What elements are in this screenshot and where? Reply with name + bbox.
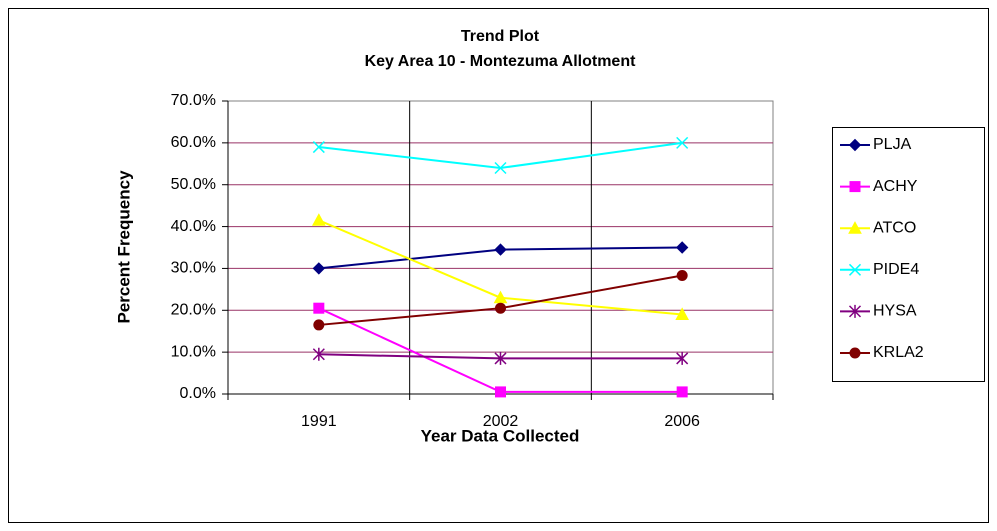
- marker: [494, 243, 507, 256]
- y-tick-label: 20.0%: [171, 302, 216, 319]
- y-tick-label: 30.0%: [171, 260, 216, 277]
- marker: [311, 213, 326, 226]
- marker: [675, 241, 689, 254]
- y-tick-label: 0.0%: [180, 385, 216, 402]
- y-tick-label: 50.0%: [171, 176, 216, 193]
- legend-label: ACHY: [873, 178, 918, 195]
- legend-marker: [848, 263, 862, 276]
- marker: [495, 386, 506, 398]
- x-tick-label: 2002: [483, 413, 519, 430]
- y-tick-label: 70.0%: [171, 92, 216, 109]
- marker: [494, 351, 507, 365]
- chart-title: Trend Plot: [461, 28, 540, 45]
- x-axis-title: Year Data Collected: [421, 426, 580, 445]
- marker: [312, 141, 325, 154]
- chart-subtitle: Key Area 10 - Montezuma Allotment: [365, 53, 637, 70]
- legend-box: [832, 127, 985, 382]
- y-tick-label: 10.0%: [171, 343, 216, 360]
- legend-label: ATCO: [873, 219, 916, 236]
- x-tick-label: 1991: [301, 413, 337, 430]
- marker: [676, 136, 689, 149]
- marker: [312, 262, 326, 275]
- marker: [313, 302, 325, 314]
- y-tick-label: 40.0%: [171, 218, 216, 235]
- marker: [675, 307, 690, 320]
- marker: [676, 270, 688, 282]
- legend-label: PLJA: [873, 136, 912, 153]
- marker: [676, 351, 689, 365]
- marker: [313, 319, 325, 331]
- x-tick-label: 2006: [664, 413, 700, 430]
- legend-marker: [848, 304, 862, 318]
- y-axis-title: Percent Frequency: [114, 170, 133, 324]
- y-tick-label: 60.0%: [171, 134, 216, 151]
- marker: [494, 161, 507, 175]
- legend-label: KRLA2: [873, 344, 924, 361]
- marker: [312, 347, 325, 361]
- marker: [495, 302, 506, 314]
- legend-marker: [848, 138, 862, 152]
- legend-label: PIDE4: [873, 261, 919, 278]
- legend-marker: [849, 347, 861, 359]
- legend-marker: [848, 221, 862, 234]
- legend-marker: [849, 181, 861, 193]
- legend-label: HYSA: [873, 303, 917, 320]
- marker: [676, 386, 688, 398]
